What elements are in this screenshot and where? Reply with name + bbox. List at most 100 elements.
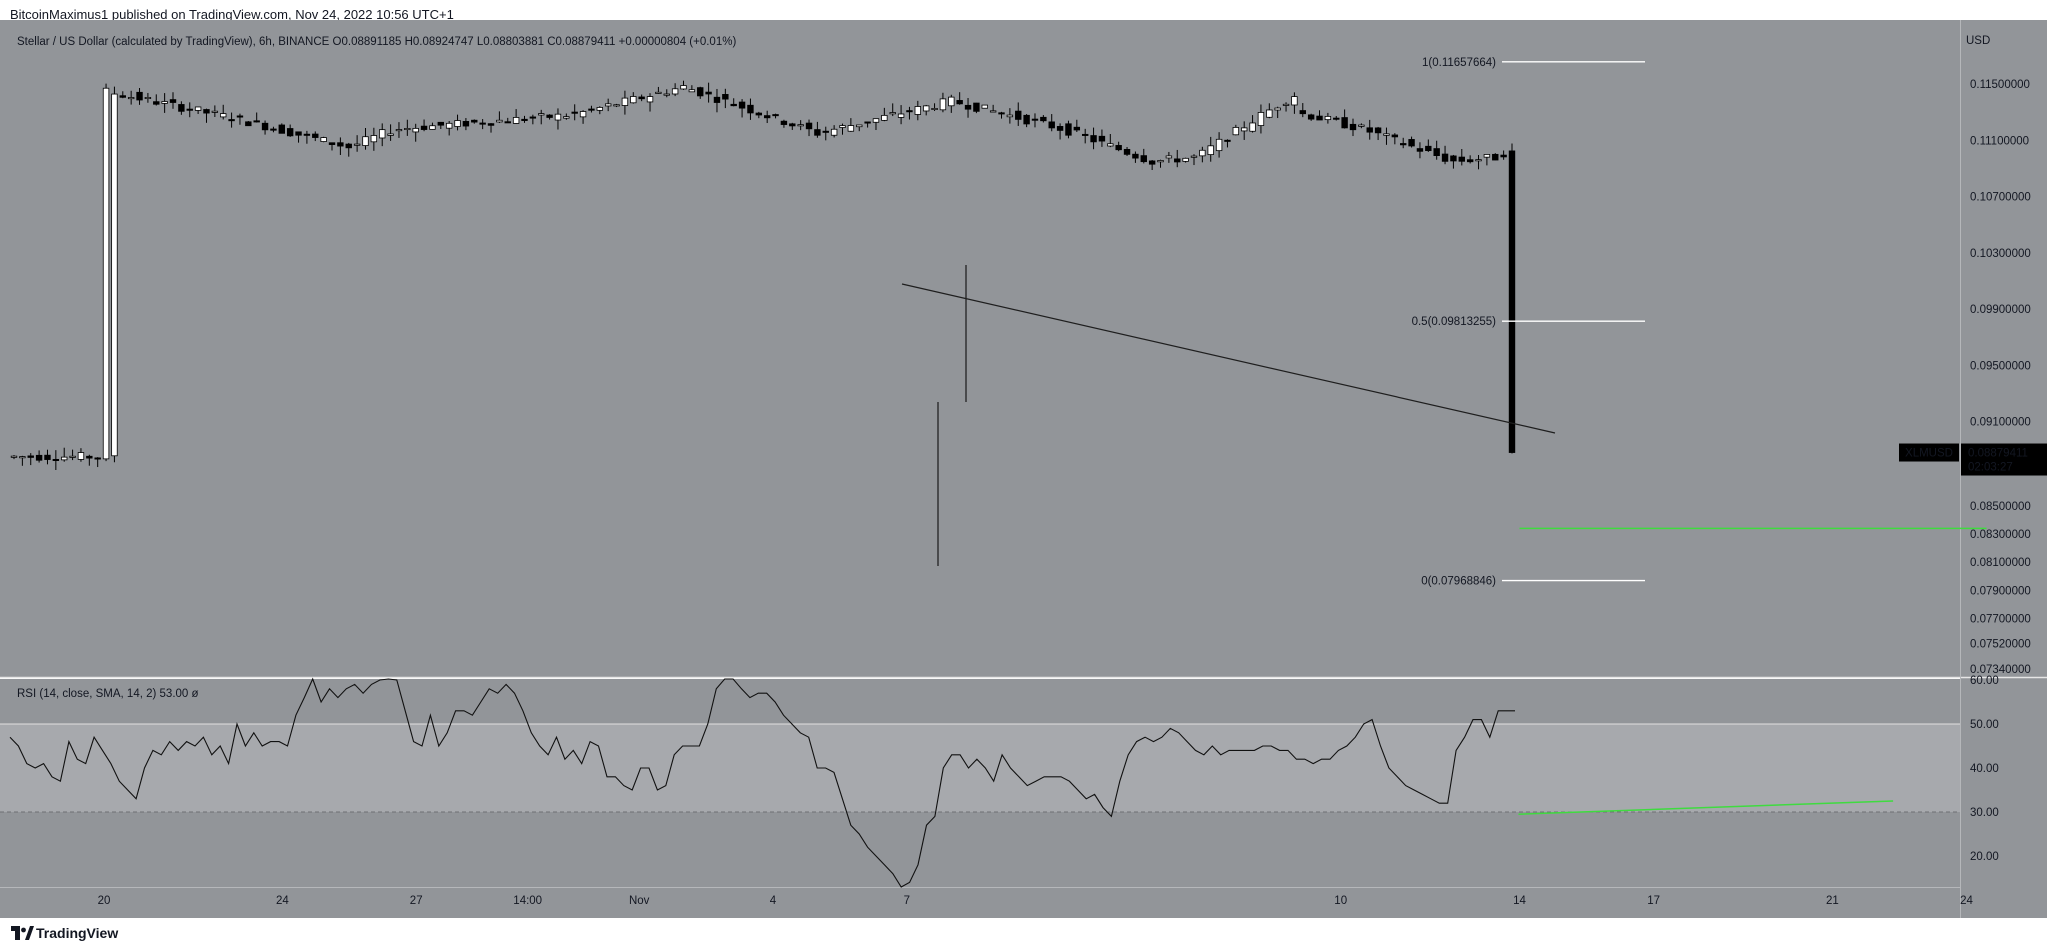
descending-trendline bbox=[901, 283, 1556, 434]
candle-body bbox=[563, 116, 570, 119]
candle bbox=[671, 83, 679, 97]
candle-body bbox=[763, 115, 771, 119]
legend-value: L bbox=[474, 36, 484, 48]
candle-body bbox=[604, 103, 612, 107]
price-tick-label: 0.07700000 bbox=[1970, 613, 2031, 625]
candle-body bbox=[889, 112, 896, 115]
candle-body bbox=[362, 136, 369, 146]
candle bbox=[1015, 102, 1022, 126]
candle bbox=[27, 453, 34, 466]
candle-body bbox=[1466, 159, 1474, 163]
candle-body bbox=[253, 120, 260, 123]
candle-body bbox=[303, 133, 311, 136]
candle-body bbox=[161, 101, 168, 104]
candle-body bbox=[571, 111, 578, 114]
candle bbox=[245, 121, 252, 127]
candle bbox=[169, 92, 177, 109]
candle-body bbox=[655, 91, 662, 94]
candle bbox=[1358, 123, 1365, 129]
candle bbox=[504, 117, 511, 124]
candle-body bbox=[554, 113, 562, 121]
candle bbox=[370, 127, 378, 151]
candle bbox=[1349, 118, 1357, 137]
candle-body bbox=[437, 121, 445, 126]
candle bbox=[663, 89, 670, 98]
legend-value: 0.08924747 bbox=[413, 36, 474, 48]
candle bbox=[1190, 154, 1198, 166]
price-tick-label: 0.11500000 bbox=[1970, 79, 2030, 91]
rsi-support-line bbox=[1518, 800, 1894, 815]
candle bbox=[596, 106, 604, 115]
candle bbox=[613, 103, 620, 108]
candle-body bbox=[772, 114, 779, 117]
candle bbox=[780, 119, 788, 128]
candle bbox=[1333, 115, 1340, 121]
candle-body bbox=[1383, 133, 1390, 136]
rsi-tick-label: 50.00 bbox=[1970, 719, 1999, 731]
candle bbox=[404, 119, 411, 136]
candle-body bbox=[312, 133, 319, 138]
candle-body bbox=[1475, 159, 1482, 162]
candle-body bbox=[370, 135, 378, 143]
candle-body bbox=[512, 117, 520, 124]
candle bbox=[621, 90, 629, 115]
candle bbox=[579, 110, 587, 124]
fib-level-label: 0(0.07968846) bbox=[1421, 576, 1496, 588]
candle-body bbox=[1023, 114, 1030, 125]
candle bbox=[571, 104, 578, 121]
candle bbox=[1081, 128, 1089, 144]
candle-body bbox=[722, 94, 729, 100]
candle-body bbox=[487, 123, 495, 126]
candle bbox=[337, 137, 344, 155]
tradingview-logo-icon[interactable] bbox=[10, 925, 34, 941]
candle bbox=[1492, 153, 1499, 161]
time-tick-label: 24 bbox=[1960, 895, 1973, 907]
candle bbox=[646, 93, 654, 112]
candle bbox=[236, 113, 244, 125]
candle-body bbox=[1450, 155, 1457, 162]
candle bbox=[1107, 134, 1114, 148]
candle-body bbox=[1241, 127, 1248, 132]
candle bbox=[789, 122, 796, 130]
legend-value: 0.08891185 bbox=[341, 36, 401, 48]
candle bbox=[19, 455, 26, 466]
price-tick-label: 0.08500000 bbox=[1970, 501, 2031, 513]
candle-body bbox=[713, 96, 721, 103]
candle bbox=[680, 80, 687, 90]
rsi-legend-text: RSI (14, close, SMA, 14, 2) 53.00 ø bbox=[17, 688, 199, 700]
rsi-tick-label: 30.00 bbox=[1970, 807, 1999, 819]
price-tick-label: 0.08100000 bbox=[1970, 557, 2031, 569]
candle-body bbox=[973, 102, 980, 112]
candle bbox=[563, 113, 570, 120]
candle bbox=[1458, 148, 1465, 166]
candle bbox=[722, 88, 729, 109]
candle-body bbox=[471, 119, 478, 123]
candle-body bbox=[680, 85, 687, 90]
time-tick-label: 14:00 bbox=[513, 895, 542, 907]
time-tick-label: 24 bbox=[276, 895, 289, 907]
candle-body bbox=[1232, 127, 1240, 136]
rsi-legend-value: ø bbox=[188, 688, 198, 700]
candle-body bbox=[1199, 149, 1206, 157]
candle-body bbox=[1148, 160, 1156, 165]
candle bbox=[102, 83, 110, 462]
candle-body bbox=[127, 97, 135, 100]
candle-body bbox=[462, 121, 470, 127]
candle bbox=[1282, 102, 1290, 112]
candle bbox=[1324, 112, 1332, 124]
candle bbox=[1299, 103, 1306, 118]
candle-body bbox=[1324, 115, 1332, 121]
candle bbox=[328, 142, 336, 151]
candle-body bbox=[1215, 138, 1223, 152]
candle bbox=[805, 119, 813, 137]
candle bbox=[1098, 129, 1106, 147]
candle bbox=[1174, 149, 1181, 168]
candle bbox=[261, 120, 269, 135]
candle bbox=[939, 92, 947, 113]
candle bbox=[44, 449, 51, 465]
candle bbox=[1316, 110, 1323, 121]
candle bbox=[864, 121, 871, 128]
candle bbox=[77, 448, 85, 462]
candle-body bbox=[1006, 114, 1014, 118]
